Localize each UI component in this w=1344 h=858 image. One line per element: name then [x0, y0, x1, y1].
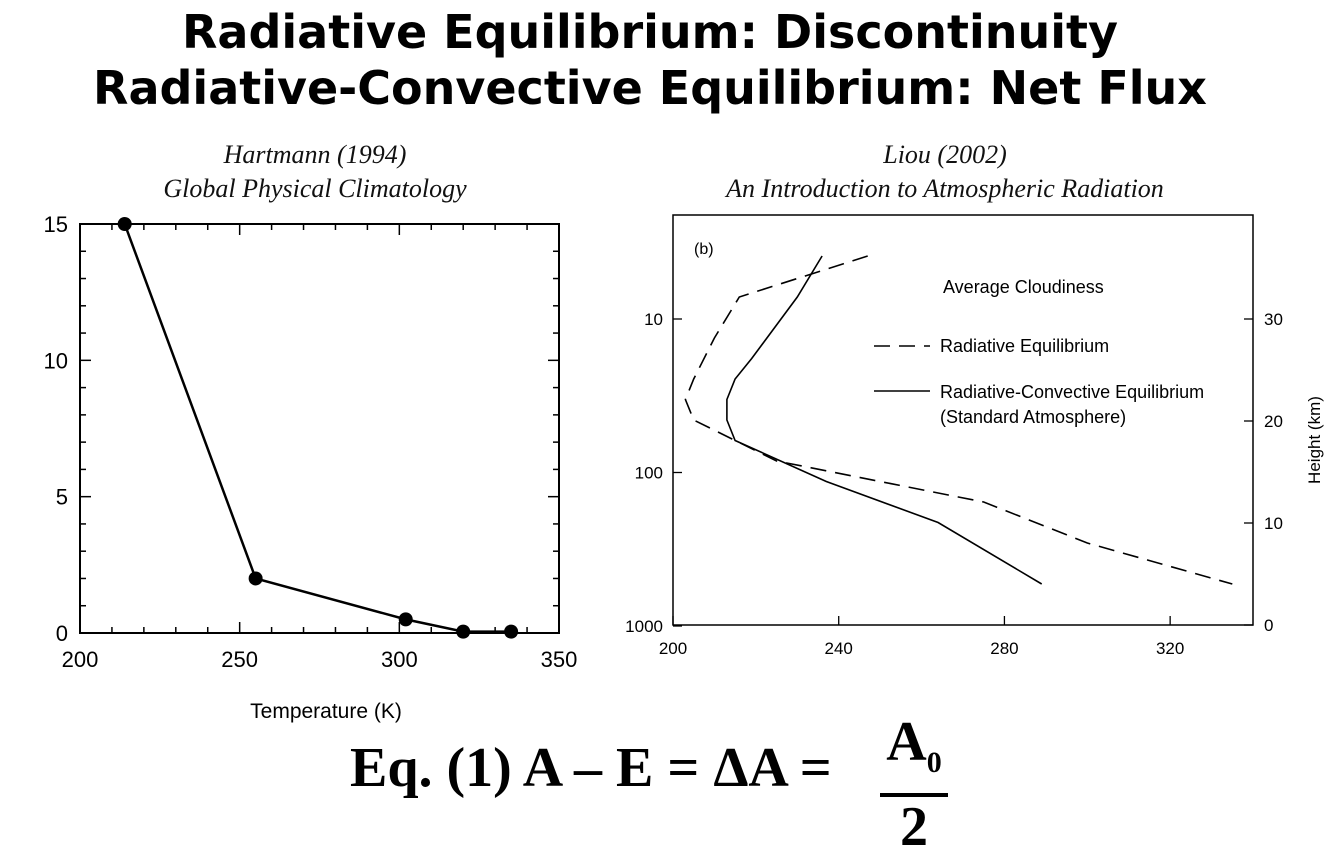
left-x-tick-label: 300	[381, 647, 418, 672]
right-x-tick-label: 240	[825, 639, 853, 658]
equation-fraction: A0 2	[880, 714, 948, 855]
equation-main: Eq. (1) A – E = ΔA =	[350, 737, 832, 799]
right-chart: (b) 200 240 280 320 10 100 1000 0 10 20 30 Heigh…	[625, 214, 1324, 658]
left-chart-citation: Hartmann (1994) Global Physical Climatol…	[90, 138, 540, 206]
right-x-tick-label: 320	[1156, 639, 1184, 658]
left-chart-ticks	[79, 223, 560, 634]
fraction-denominator: 2	[900, 796, 928, 858]
left-series-line	[123, 223, 512, 633]
right-left-y-tick-label: 1000	[625, 617, 663, 636]
left-x-tick-label: 250	[221, 647, 258, 672]
legend-radiative-convective: Radiative-Convective Equilibrium	[940, 382, 1204, 402]
left-chart: 200 250 300 350 0 5 10 15 Temperature (K)	[44, 212, 578, 723]
fraction-numerator: A0	[880, 714, 948, 791]
fraction-bar	[880, 793, 948, 798]
left-data-point	[248, 571, 263, 586]
right-right-y-tick-label: 20	[1264, 412, 1283, 431]
legend-standard-atmosphere: (Standard Atmosphere)	[940, 407, 1126, 427]
left-series-points	[117, 217, 519, 639]
right-chart-ticks	[672, 318, 1253, 627]
left-plot-frame	[79, 223, 560, 634]
left-citation-book: Global Physical Climatology	[163, 174, 467, 203]
left-x-tick-labels: 200 250 300 350	[62, 647, 578, 672]
left-x-tick-label: 200	[62, 647, 99, 672]
left-y-tick-label: 0	[56, 621, 68, 646]
left-x-tick-label: 350	[541, 647, 578, 672]
legend-radiative-equilibrium: Radiative Equilibrium	[940, 336, 1109, 356]
left-y-tick-label: 10	[44, 348, 68, 373]
right-left-axis-tick-labels: 10 100 1000	[625, 310, 663, 636]
numerator-subscript: 0	[926, 746, 942, 780]
right-left-y-tick-label: 100	[635, 464, 663, 483]
right-right-y-tick-label: 0	[1264, 616, 1273, 635]
left-y-tick-label: 5	[56, 485, 68, 510]
right-right-y-tick-label: 30	[1264, 310, 1283, 329]
right-right-y-tick-label: 10	[1264, 514, 1283, 533]
right-citation-author: Liou (2002)	[883, 140, 1007, 169]
right-right-axis-tick-labels: 0 10 20 30	[1264, 310, 1283, 635]
left-citation-author: Hartmann (1994)	[223, 140, 407, 169]
slide-title-line-1: Radiative Equilibrium: Discontinuity	[182, 5, 1118, 59]
left-data-point	[398, 612, 413, 627]
left-data-point	[117, 217, 132, 231]
slide-title-line-2: Radiative-Convective Equilibrium: Net Fl…	[93, 61, 1207, 115]
numerator-text: A	[886, 711, 927, 773]
left-y-tick-label: 15	[44, 212, 68, 237]
radiative-convective-equilibrium-line	[726, 255, 1043, 585]
radiative-equilibrium-line	[684, 255, 1233, 585]
right-x-tick-labels: 200 240 280 320	[659, 639, 1185, 658]
right-left-y-tick-label: 10	[644, 310, 663, 329]
left-x-axis-label: Temperature (K)	[250, 700, 402, 723]
left-data-point	[504, 624, 519, 639]
left-data-point	[456, 624, 471, 639]
right-plot-frame	[672, 214, 1254, 626]
right-citation-book: An Introduction to Atmospheric Radiation	[726, 174, 1164, 203]
right-y-axis-label: Height (km)	[1305, 396, 1324, 484]
right-panel-label: (b)	[694, 241, 714, 258]
right-chart-citation: Liou (2002) An Introduction to Atmospher…	[660, 138, 1230, 206]
left-y-tick-labels: 0 5 10 15	[44, 212, 68, 646]
legend-title: Average Cloudiness	[943, 277, 1104, 297]
right-x-tick-label: 200	[659, 639, 687, 658]
right-x-tick-label: 280	[990, 639, 1018, 658]
